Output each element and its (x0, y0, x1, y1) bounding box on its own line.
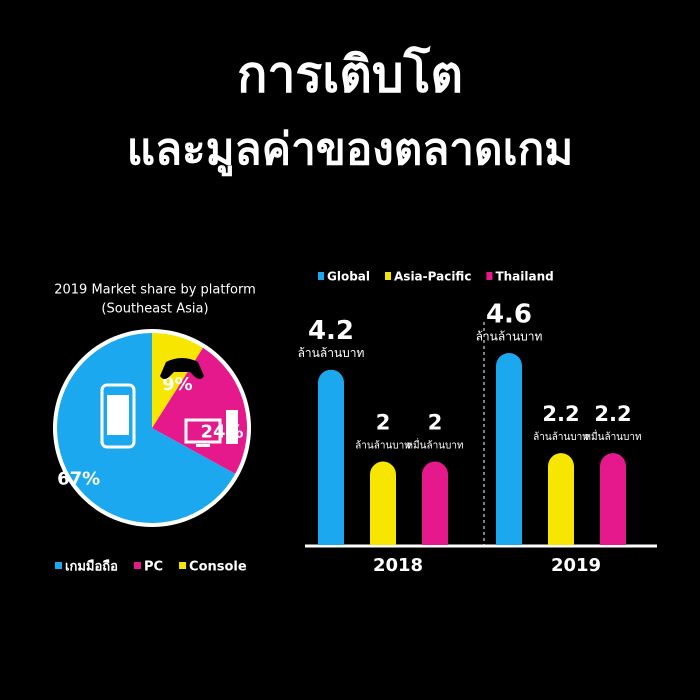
bar (548, 453, 574, 545)
x-tick-label: 2019 (551, 555, 601, 576)
bar (318, 369, 344, 545)
pie-slice (57, 333, 236, 523)
tower-icon (226, 410, 238, 444)
slice-label: 9% (162, 374, 193, 395)
headline: และมูลค่าของตลาดเกม (127, 124, 574, 176)
pie-subtitle: (Southeast Asia) (101, 302, 208, 317)
bar (422, 461, 448, 545)
legend-swatch (133, 562, 141, 569)
legend-swatch (385, 272, 392, 280)
monitor-stand (196, 444, 210, 447)
legend-swatch (179, 562, 187, 569)
bar (496, 353, 522, 545)
legend-label: Console (189, 560, 247, 575)
icons (100, 358, 238, 449)
monitor-icon (184, 418, 222, 444)
legend-swatch (486, 272, 493, 280)
value-label: 2 (376, 411, 391, 435)
pie-title: 2019 Market share by platform (54, 283, 256, 298)
unit-label: ล้านล้านบาท (533, 431, 589, 443)
value-label: 4.6 (486, 300, 532, 330)
phone-screen (107, 395, 129, 435)
unit-label: ล้านล้านบาท (355, 440, 411, 452)
unit-label: หมื่นล้านบาท (584, 429, 641, 443)
unit-label: หมื่นล้านบาท (406, 438, 463, 452)
value-label: 2.2 (542, 402, 579, 426)
pie-slice (152, 347, 248, 474)
legend-label: เกมมือถือ (65, 559, 118, 575)
slice-label: 67% (57, 469, 100, 490)
pie-chart: 67%24%9% เกมมือถือ PC Console (53, 329, 251, 575)
value-label: 4.2 (308, 316, 354, 346)
x-tick-label: 2018 (373, 555, 423, 576)
value-label: 2.2 (594, 402, 631, 426)
pie-slice (152, 333, 203, 428)
legend-swatch (318, 272, 324, 280)
gamepad-icon (160, 358, 204, 379)
legend-label: Asia-Pacific (394, 270, 471, 284)
unit-label: ล้านล้านบาท (298, 346, 365, 360)
legend-label: Global (327, 270, 370, 284)
phone-icon (100, 383, 136, 449)
headline: การเติบโต (237, 45, 463, 104)
bar (600, 453, 626, 545)
bar (370, 461, 396, 545)
legend-swatch (55, 562, 62, 569)
legend-label: PC (144, 560, 163, 575)
value-label: 2 (428, 411, 443, 435)
unit-label: ล้านล้านบาท (476, 330, 543, 344)
bar-chart: Global Asia-Pacific Thailand20184.2ล้านล้า… (298, 270, 642, 577)
legend-label: Thailand (495, 270, 553, 284)
